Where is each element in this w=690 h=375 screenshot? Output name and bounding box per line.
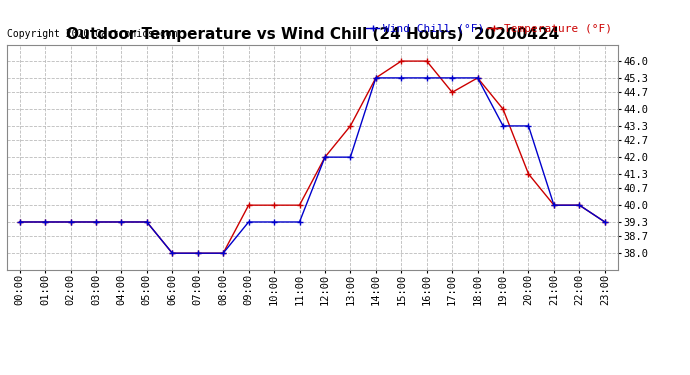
Legend: Wind Chill (°F), Temperature (°F): Wind Chill (°F), Temperature (°F) — [366, 24, 612, 34]
Title: Outdoor Temperature vs Wind Chill (24 Hours)  20200424: Outdoor Temperature vs Wind Chill (24 Ho… — [66, 27, 559, 42]
Text: Copyright 2020 Cartronics.com: Copyright 2020 Cartronics.com — [7, 29, 177, 39]
